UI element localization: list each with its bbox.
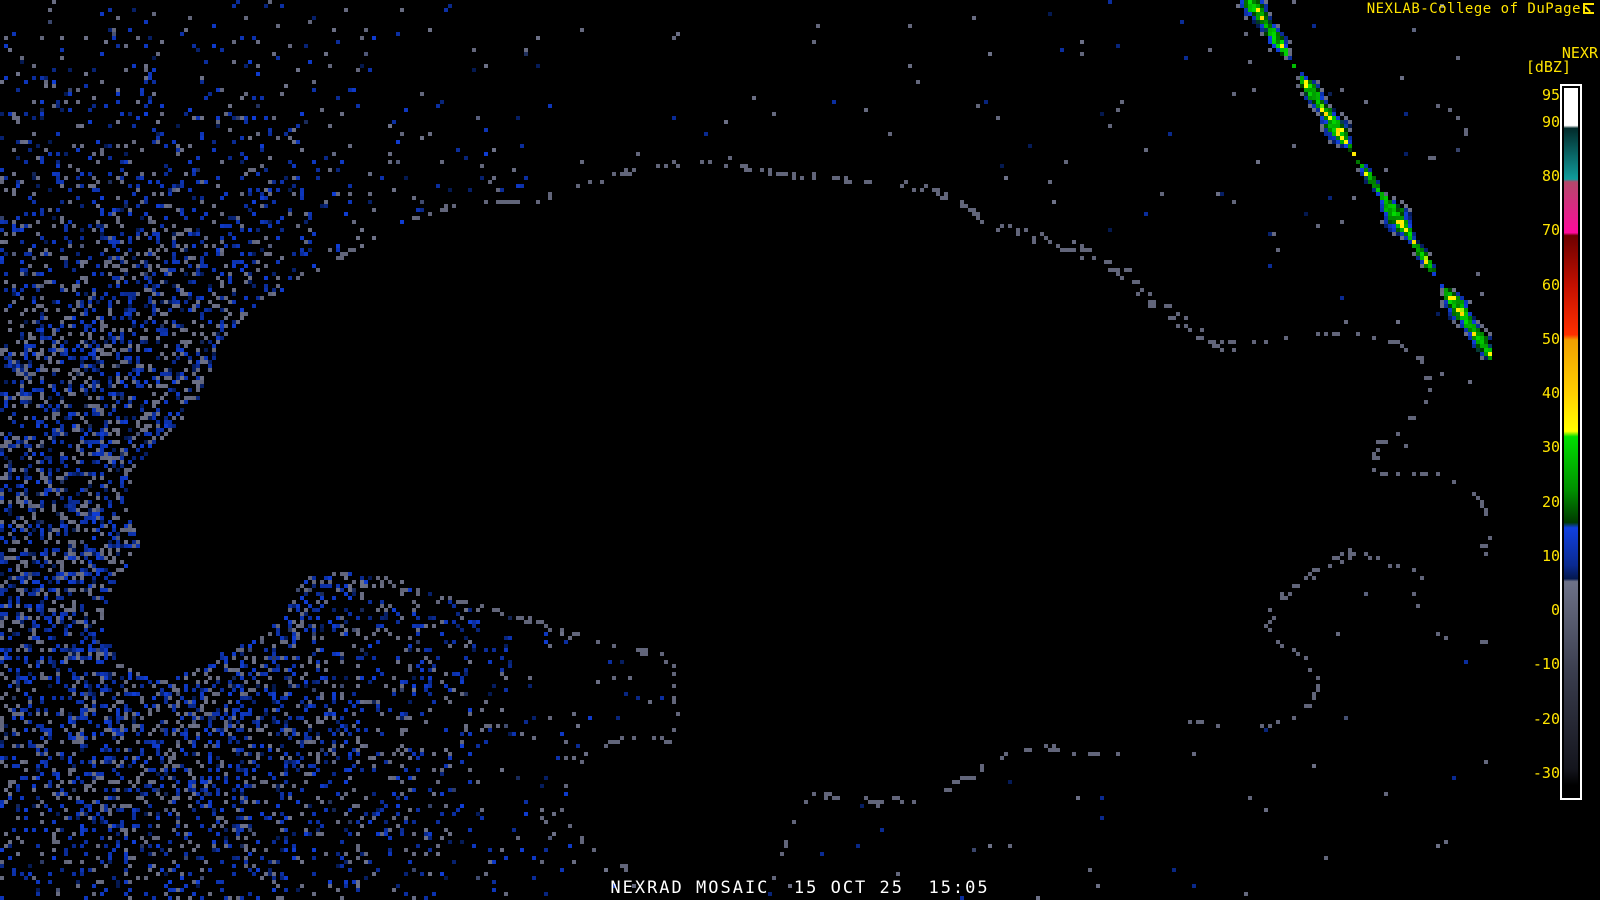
colorbar-tick-20: 20	[1541, 492, 1560, 511]
colorbar	[1560, 84, 1582, 800]
colorbar-tick-neg10: -10	[1532, 655, 1560, 674]
colorbar-tick-neg30: -30	[1532, 763, 1560, 782]
colorbar-tick-30: 30	[1541, 438, 1560, 457]
colorbar-tick-40: 40	[1541, 384, 1560, 403]
colorbar-tick-95: 95	[1541, 85, 1560, 104]
colorbar-tick-10: 10	[1541, 546, 1560, 565]
colorbar-tick-80: 80	[1541, 167, 1560, 186]
attribution-text: NEXLAB-College of DuPage	[1366, 1, 1581, 17]
legend-unit-label: [dBZ]	[1525, 58, 1571, 76]
registered-mark-icon	[1583, 3, 1594, 14]
colorbar-gradient	[1564, 88, 1578, 796]
color-scale-legend: NEXR [dBZ] 95 90 80 70 60 50 40 30 20 10 0 -10 -20 -3…	[1488, 0, 1600, 820]
colorbar-tick-neg20: -20	[1532, 709, 1560, 728]
colorbar-tick-90: 90	[1541, 112, 1560, 131]
footer-caption: NEXRAD MOSAIC 15 OCT 25 15:05	[610, 878, 990, 898]
colorbar-tick-50: 50	[1541, 329, 1560, 348]
legend-product-label: NEXR	[1561, 44, 1598, 62]
attribution-banner: NEXLAB-College of DuPage	[1367, 1, 1594, 17]
colorbar-tick-0: 0	[1550, 601, 1560, 620]
colorbar-tick-70: 70	[1541, 221, 1560, 240]
colorbar-tick-60: 60	[1541, 275, 1560, 294]
